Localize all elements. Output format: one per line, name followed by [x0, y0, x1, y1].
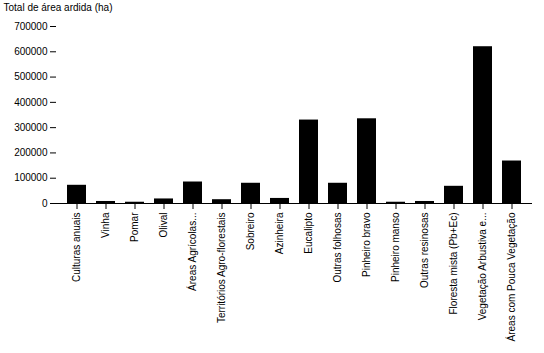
svg-text:Pinheiro manso: Pinheiro manso — [390, 212, 401, 282]
svg-text:Pomar: Pomar — [129, 212, 140, 242]
svg-text:Sobreiro: Sobreiro — [245, 212, 256, 250]
svg-text:Pinheiro bravo: Pinheiro bravo — [361, 212, 372, 277]
svg-text:300000: 300000 — [14, 122, 48, 133]
svg-text:100000: 100000 — [14, 172, 48, 183]
svg-text:Outras resinosas: Outras resinosas — [419, 213, 430, 289]
svg-text:200000: 200000 — [14, 147, 48, 158]
svg-text:700000: 700000 — [14, 21, 48, 32]
svg-text:Territórios Agro-florestais: Territórios Agro-florestais — [216, 213, 227, 324]
svg-text:Outras folhosas: Outras folhosas — [332, 213, 343, 283]
svg-text:Culturas anuais: Culturas anuais — [71, 213, 82, 282]
svg-text:500000: 500000 — [14, 71, 48, 82]
svg-text:Áreas com Pouca Vegetação: Áreas com Pouca Vegetação — [505, 212, 517, 341]
svg-text:Floresta mista (Pb+Ec): Floresta mista (Pb+Ec) — [448, 213, 459, 315]
svg-text:600000: 600000 — [14, 46, 48, 57]
svg-text:Vegetação Arbustiva e...: Vegetação Arbustiva e... — [477, 213, 488, 321]
svg-text:Total de área ardida (ha): Total de área ardida (ha) — [4, 2, 113, 13]
svg-text:Azinheira: Azinheira — [274, 212, 285, 254]
svg-text:400000: 400000 — [14, 97, 48, 108]
svg-text:Olival: Olival — [158, 213, 169, 238]
svg-text:Áreas Agrícolas...: Áreas Agrícolas... — [186, 213, 198, 291]
svg-text:Eucalipto: Eucalipto — [303, 212, 314, 254]
svg-text:Vinha: Vinha — [100, 212, 111, 238]
svg-text:0: 0 — [42, 198, 48, 209]
